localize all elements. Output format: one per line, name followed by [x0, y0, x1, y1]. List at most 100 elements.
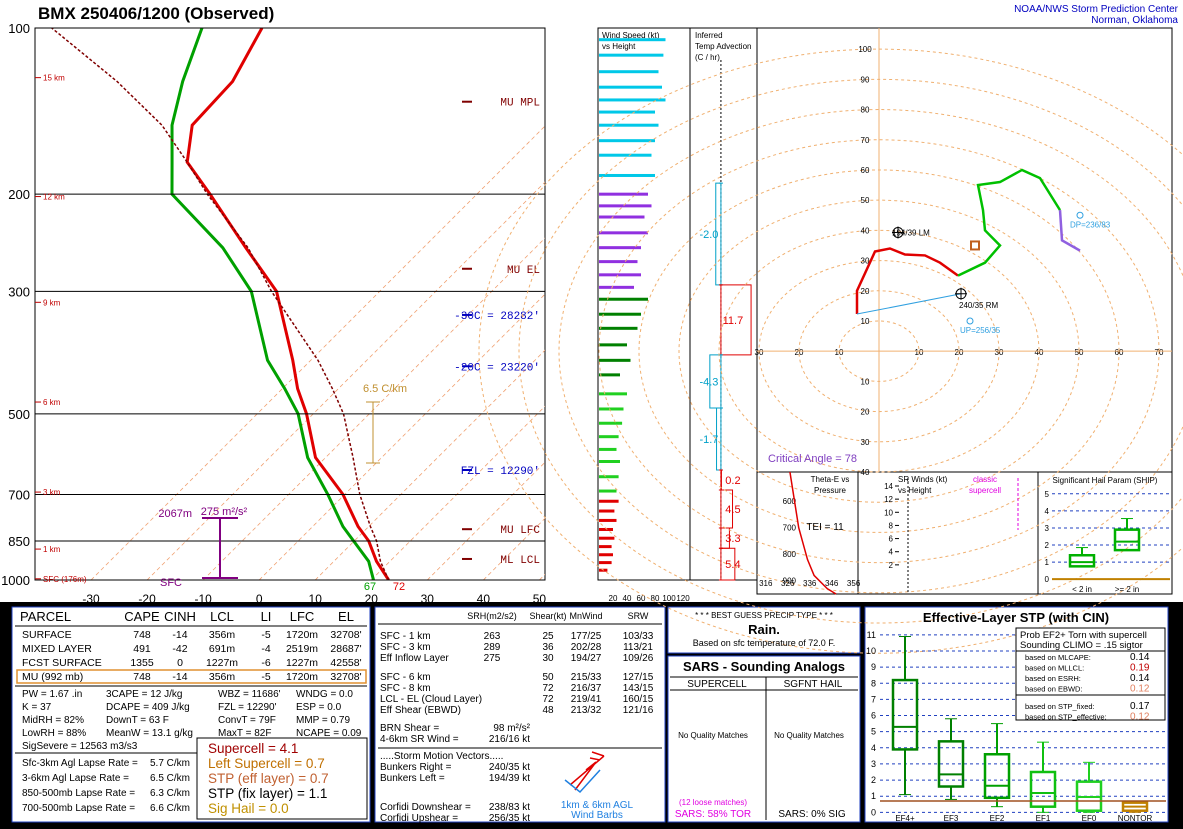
- prob-value: 0.12: [1130, 684, 1150, 695]
- storm-value: 238/83 kt: [489, 802, 530, 813]
- panel-title: SR Winds (kt): [898, 475, 948, 484]
- y-tick-label: 12: [884, 495, 893, 504]
- advection-box: [720, 547, 736, 581]
- y-tick-label: 3: [871, 759, 876, 769]
- sars-title: SARS - Sounding Analogs: [683, 659, 845, 674]
- table-header: MnWind: [569, 611, 602, 621]
- prob-value: 0.14: [1130, 673, 1150, 684]
- lapse-value: 5.7 C/km: [150, 758, 190, 769]
- y-tick-label: 20: [861, 287, 870, 296]
- advection-label: 4.5: [725, 504, 740, 516]
- x-tick-label: 20: [955, 348, 964, 357]
- precip-title: * * * BEST GUESS PRECIP TYPE * * *: [695, 611, 833, 620]
- index: PW = 1.67 .in: [22, 689, 82, 700]
- y-tick-label: 80: [861, 106, 870, 115]
- sars-match: No Quality Matches: [774, 731, 844, 740]
- index: LowRH = 88%: [22, 728, 86, 739]
- panel-title: Inferred: [695, 31, 723, 40]
- sars-panel: [667, 655, 861, 823]
- tei-label: TEI = 11: [806, 522, 844, 533]
- y-tick-label: 1000: [1, 573, 30, 588]
- advection-label: 3.3: [725, 533, 740, 545]
- annotation: -20C = 23220': [454, 362, 540, 374]
- index: MeanW = 13.1 g/kg: [106, 728, 193, 739]
- table-cell: LCL - EL (Cloud Layer): [380, 694, 482, 705]
- y-tick-label: 100: [858, 45, 872, 54]
- y-tick-label: 90: [861, 75, 870, 84]
- annotation: FZL = 12290': [461, 466, 540, 478]
- table-cell: 1227m: [286, 657, 318, 669]
- table-cell: 216/37: [571, 683, 602, 694]
- wind-bar: [599, 475, 619, 479]
- storm-value: 194/39 kt: [489, 773, 530, 784]
- x-tick-label: 356: [847, 579, 861, 588]
- table-cell: 177/25: [571, 631, 602, 642]
- table-cell: 32708': [330, 671, 361, 683]
- storm-value: 256/35 kt: [489, 813, 530, 824]
- lapse-label: 700-500mb Lapse Rate =: [22, 803, 135, 814]
- y-tick-label: 40: [861, 226, 870, 235]
- prob-label: based on STP_effective:: [1025, 713, 1107, 722]
- table-cell: MU (992 mb): [22, 671, 83, 683]
- wind-bar: [599, 553, 613, 557]
- critical-angle: Critical Angle = 78: [768, 453, 857, 465]
- sars-col: SUPERCELL: [687, 679, 747, 690]
- category-label: EF4+: [895, 814, 915, 823]
- category-label: < 2 in: [1072, 585, 1092, 594]
- index: WNDG = 0.0: [296, 689, 353, 700]
- wind-bar: [599, 407, 624, 411]
- table-cell: -5: [261, 629, 270, 641]
- stp-title: Effective-Layer STP (with CIN): [923, 610, 1109, 625]
- table-cell: 215/33: [571, 672, 602, 683]
- height-label: 6 km: [43, 398, 61, 407]
- inflow-bracket: [202, 517, 238, 579]
- param: STP (fix layer) = 1.1: [208, 786, 327, 801]
- table-cell: 491: [133, 643, 151, 655]
- table-header: CINH: [164, 609, 196, 624]
- wind-bar: [599, 343, 627, 347]
- barb-icon: [564, 769, 601, 794]
- wind-bar: [599, 85, 662, 89]
- wind-bar: [599, 561, 612, 565]
- table-header: SRH(m2/s2): [467, 611, 517, 621]
- shear-vector: [856, 293, 962, 315]
- wind-bar: [599, 447, 617, 451]
- x-tick-label: 120: [676, 594, 690, 603]
- x-tick-label: 60: [637, 594, 646, 603]
- table-cell: 748: [133, 629, 151, 641]
- y-tick-label: 5: [1045, 490, 1050, 499]
- table-cell: 0: [177, 657, 183, 669]
- panel-title: (C / hr): [695, 53, 720, 62]
- table-cell: SFC - 8 km: [380, 683, 431, 694]
- table-cell: 289: [484, 642, 501, 653]
- shear-extra: 4-6km SR Wind =: [380, 734, 459, 745]
- wind-bar: [599, 518, 617, 522]
- y-tick-label: 4: [871, 743, 876, 753]
- y-tick-label: 14: [884, 482, 893, 491]
- param: Sig Hail = 0.0: [208, 801, 289, 816]
- y-tick-label: 4: [1045, 507, 1050, 516]
- table-cell: 36: [542, 642, 554, 653]
- height-label: 15 km: [43, 74, 65, 83]
- y-tick-label: 8: [889, 521, 894, 530]
- advection-label: 5.4: [725, 559, 740, 571]
- y-tick-label: 0: [871, 807, 876, 817]
- y-tick-label: 850: [8, 534, 30, 549]
- table-cell: 25: [542, 631, 554, 642]
- table-header: EL: [338, 609, 354, 624]
- advection-box: [716, 407, 722, 471]
- x-tick-label: 100: [662, 594, 676, 603]
- table-cell: -14: [172, 671, 187, 683]
- y-tick-label: 20: [861, 408, 870, 417]
- wind-bar: [599, 38, 666, 42]
- y-tick-label: 900: [783, 577, 797, 586]
- wind-bar: [599, 392, 627, 396]
- prob-label: based on MLCAPE:: [1025, 653, 1091, 662]
- precip-type: Rain.: [748, 622, 780, 637]
- prob-title: Sounding CLIMO = .15 sigtor: [1020, 640, 1143, 651]
- table-cell: -42: [172, 643, 187, 655]
- index: NCAPE = 0.09: [296, 728, 362, 739]
- sars-match: No Quality Matches: [678, 731, 748, 740]
- table-cell: 194/27: [571, 653, 602, 664]
- wind-bar: [599, 312, 641, 316]
